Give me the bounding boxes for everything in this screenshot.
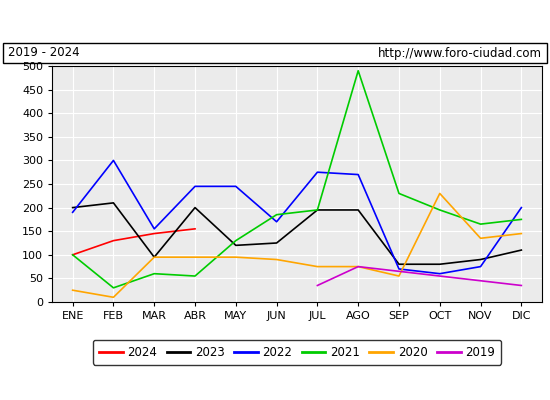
Text: http://www.foro-ciudad.com: http://www.foro-ciudad.com (378, 46, 542, 60)
Legend: 2024, 2023, 2022, 2021, 2020, 2019: 2024, 2023, 2022, 2021, 2020, 2019 (93, 340, 501, 364)
Text: 2019 - 2024: 2019 - 2024 (8, 46, 80, 60)
Text: Evolucion Nº Turistas Nacionales en el municipio de Campo de Mirra/el Camp de Mi: Evolucion Nº Turistas Nacionales en el m… (0, 14, 550, 28)
